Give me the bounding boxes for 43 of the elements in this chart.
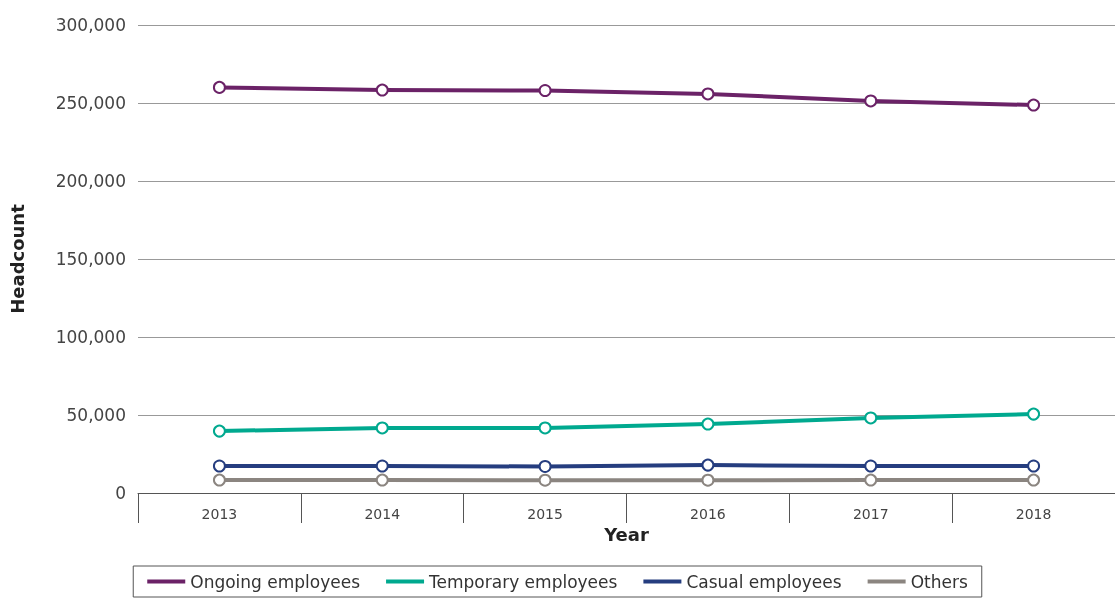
point xyxy=(701,473,715,487)
point xyxy=(701,87,715,101)
point xyxy=(701,458,715,472)
y-tick-label: 300,000 xyxy=(55,15,126,35)
point xyxy=(864,411,878,425)
point xyxy=(1027,407,1041,421)
point xyxy=(864,94,878,108)
point xyxy=(538,84,552,98)
x-tick-label: 2014 xyxy=(364,506,401,522)
y-tick-label: 0 xyxy=(115,483,126,503)
legend-label: Ongoing employees xyxy=(190,571,361,592)
y-tick-label: 250,000 xyxy=(55,93,126,113)
x-tick-label: 2016 xyxy=(690,506,726,522)
legend-label: Others xyxy=(910,571,968,592)
y-tick-label: 150,000 xyxy=(55,249,126,269)
point xyxy=(212,459,226,473)
x-tick-label: 2018 xyxy=(1015,506,1052,522)
y-tick-label: 100,000 xyxy=(55,327,126,347)
point xyxy=(1027,459,1041,473)
y-tick-label: 200,000 xyxy=(55,171,126,191)
point xyxy=(375,459,389,473)
point xyxy=(212,80,226,94)
point xyxy=(864,459,878,473)
legend-label: Casual employees xyxy=(686,571,842,592)
point xyxy=(212,424,226,438)
point xyxy=(212,473,226,487)
y-tick-label: 50,000 xyxy=(66,405,126,425)
x-tick-label: 2017 xyxy=(852,506,889,522)
point xyxy=(375,83,389,97)
point xyxy=(1027,98,1041,112)
legend-label: Temporary employees xyxy=(428,571,618,592)
x-tick-label: 2015 xyxy=(527,506,563,522)
point xyxy=(375,473,389,487)
point xyxy=(538,421,552,435)
point xyxy=(538,473,552,487)
y-axis-title: Headcount xyxy=(6,203,28,314)
point xyxy=(864,473,878,487)
x-axis-title: Year xyxy=(603,524,649,546)
point xyxy=(538,459,552,473)
point xyxy=(375,421,389,435)
point xyxy=(1027,473,1041,487)
point xyxy=(701,417,715,431)
x-tick-label: 2013 xyxy=(201,506,238,522)
